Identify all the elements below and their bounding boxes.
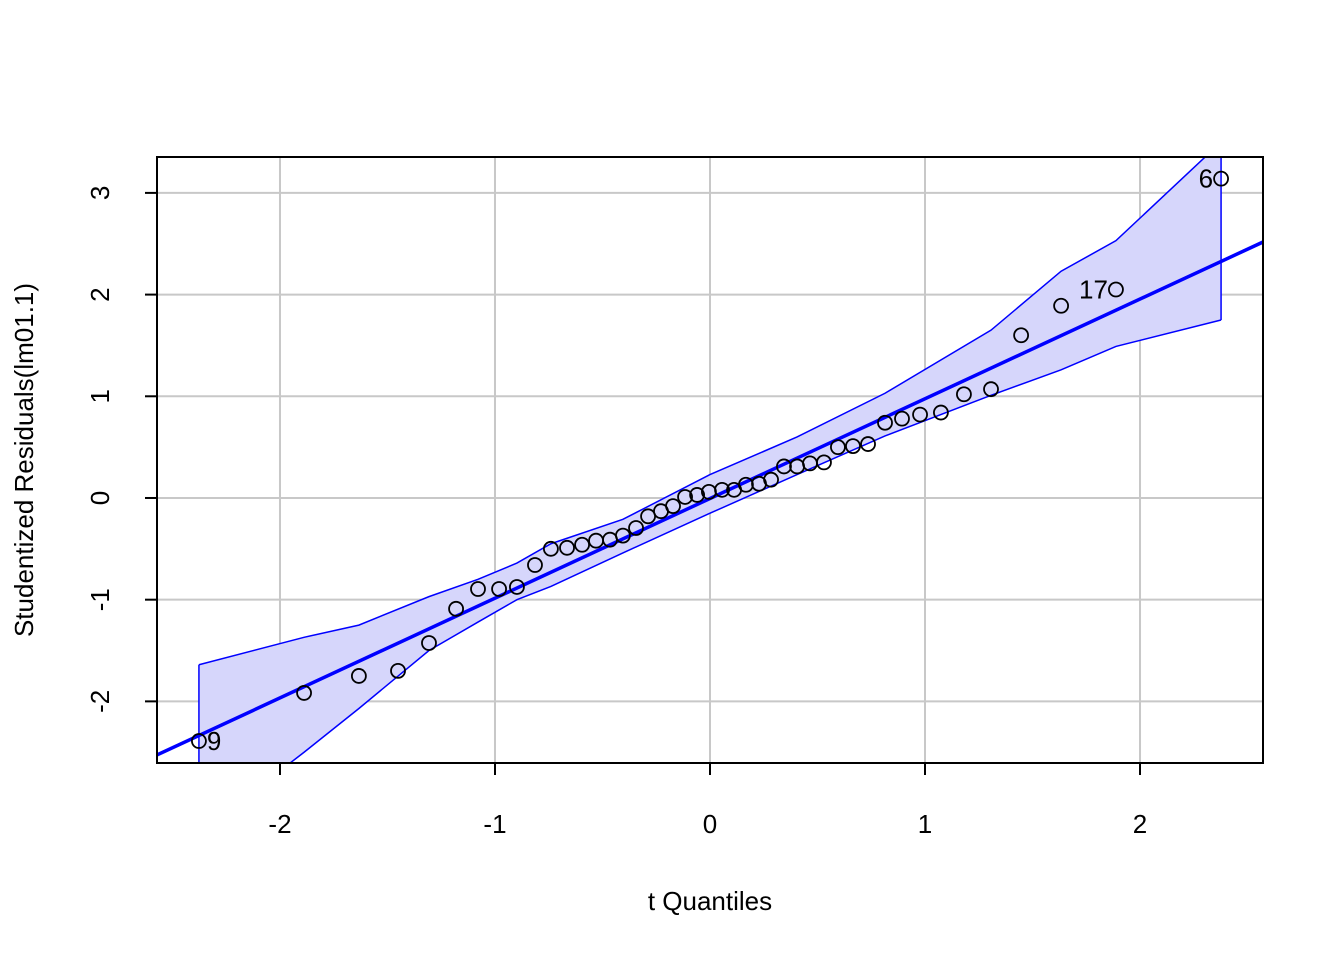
- point: [527, 557, 543, 573]
- point: [574, 536, 590, 553]
- point: [1053, 297, 1070, 314]
- x-tick-label: 0: [703, 809, 717, 839]
- point: [350, 668, 367, 684]
- y-axis-label: Studentized Residuals(lm01.1): [9, 283, 39, 637]
- point: [983, 381, 999, 398]
- x-axis-label: t Quantiles: [648, 886, 772, 916]
- point: [1213, 170, 1229, 187]
- point: [1108, 281, 1124, 298]
- point: [296, 685, 312, 701]
- point: [677, 489, 693, 505]
- point: [912, 406, 928, 423]
- y-tick-label: 0: [85, 491, 115, 505]
- x-tick-label: -1: [483, 809, 506, 839]
- point: [894, 410, 910, 427]
- point: [491, 581, 507, 597]
- x-tick-label: -2: [268, 809, 291, 839]
- point: [390, 662, 406, 679]
- point: [763, 471, 779, 488]
- point: [860, 436, 876, 452]
- y-tick-label: -1: [85, 588, 115, 611]
- point-label: 9: [207, 726, 221, 756]
- point: [665, 498, 681, 515]
- point: [830, 439, 846, 456]
- point: [1013, 327, 1030, 344]
- point: [956, 386, 972, 403]
- band-upper: [198, 157, 1207, 666]
- point: [448, 600, 464, 617]
- y-tick-label: -2: [85, 690, 115, 713]
- y-tick-label: 2: [85, 287, 115, 301]
- x-tick-label: 1: [918, 809, 932, 839]
- point-label: 6: [1199, 164, 1213, 194]
- band-lower: [288, 319, 1222, 763]
- point: [714, 481, 730, 498]
- point: [191, 733, 207, 749]
- y-tick-label: 3: [85, 186, 115, 200]
- point: [470, 581, 486, 597]
- point: [509, 579, 525, 595]
- point: [615, 527, 631, 544]
- point-label: 17: [1079, 275, 1108, 305]
- point: [933, 404, 949, 421]
- point: [816, 454, 832, 471]
- y-tick-label: 1: [85, 389, 115, 403]
- point: [845, 438, 861, 455]
- plot-area: [157, 157, 1263, 763]
- point: [628, 520, 644, 536]
- confidence-band: [198, 157, 1222, 763]
- point: [542, 540, 559, 557]
- point: [421, 635, 437, 651]
- point: [689, 487, 705, 503]
- x-tick-label: 2: [1133, 809, 1147, 839]
- point: [559, 539, 575, 556]
- point: [877, 414, 893, 431]
